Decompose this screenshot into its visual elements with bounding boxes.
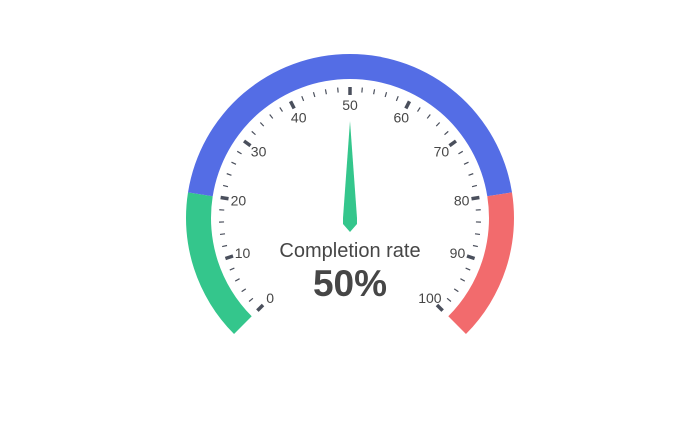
gauge-pointer-group [343,121,357,232]
major-tick [471,195,480,201]
minor-tick [460,278,466,282]
tick-label-0: 0 [266,290,274,306]
minor-tick [444,130,449,136]
gauge-band-3 [448,192,514,334]
tick-label-20: 20 [231,192,247,208]
minor-tick [222,244,228,248]
gauge-band-2 [188,54,512,197]
minor-tick [458,150,464,155]
minor-tick [251,130,256,136]
minor-tick [259,122,265,127]
major-tick [435,303,444,312]
minor-tick [279,107,283,112]
minor-tick [426,114,431,119]
major-tick [466,254,476,261]
tick-label-100: 100 [418,290,442,306]
gauge-bands [186,54,514,334]
major-tick [256,303,265,312]
minor-tick [301,95,305,102]
minor-tick [468,173,474,176]
gauge-value: 50% [313,263,387,304]
major-tick [220,195,229,201]
major-tick [448,139,458,148]
tick-label-40: 40 [291,109,307,125]
minor-tick [453,288,459,293]
minor-tick [241,288,247,293]
minor-tick [472,244,478,248]
tick-label-30: 30 [251,144,267,160]
minor-tick [474,233,481,236]
tick-label-10: 10 [235,245,251,261]
major-tick [242,139,252,148]
minor-tick [222,184,229,188]
major-tick [404,100,412,110]
tick-label-60: 60 [394,109,410,125]
gauge-tick-labels: 0 10 20 30 40 50 60 70 80 90 100 [231,97,470,306]
minor-tick [312,92,316,98]
minor-tick [248,297,254,302]
minor-tick [463,161,469,165]
minor-tick [446,297,452,302]
tick-label-70: 70 [434,144,450,160]
minor-tick [231,161,237,165]
minor-tick [236,150,242,155]
minor-tick [234,278,240,282]
minor-tick [373,89,376,95]
minor-tick [324,89,327,95]
minor-tick [471,184,478,188]
minor-tick [395,95,399,102]
tick-label-90: 90 [450,245,466,261]
tick-label-50: 50 [342,97,358,113]
gauge-ticks [219,87,481,312]
major-tick [288,100,296,110]
minor-tick [269,114,274,119]
gauge-pointer [343,121,357,232]
major-tick [224,254,234,261]
minor-tick [384,92,388,98]
minor-tick [229,267,235,271]
gauge-band-1 [186,192,252,334]
minor-tick [465,267,471,271]
minor-tick [219,233,226,236]
minor-tick [435,122,441,127]
minor-tick [417,107,421,112]
gauge-title: Completion rate [279,240,420,262]
minor-tick [226,173,232,176]
tick-label-80: 80 [454,192,470,208]
